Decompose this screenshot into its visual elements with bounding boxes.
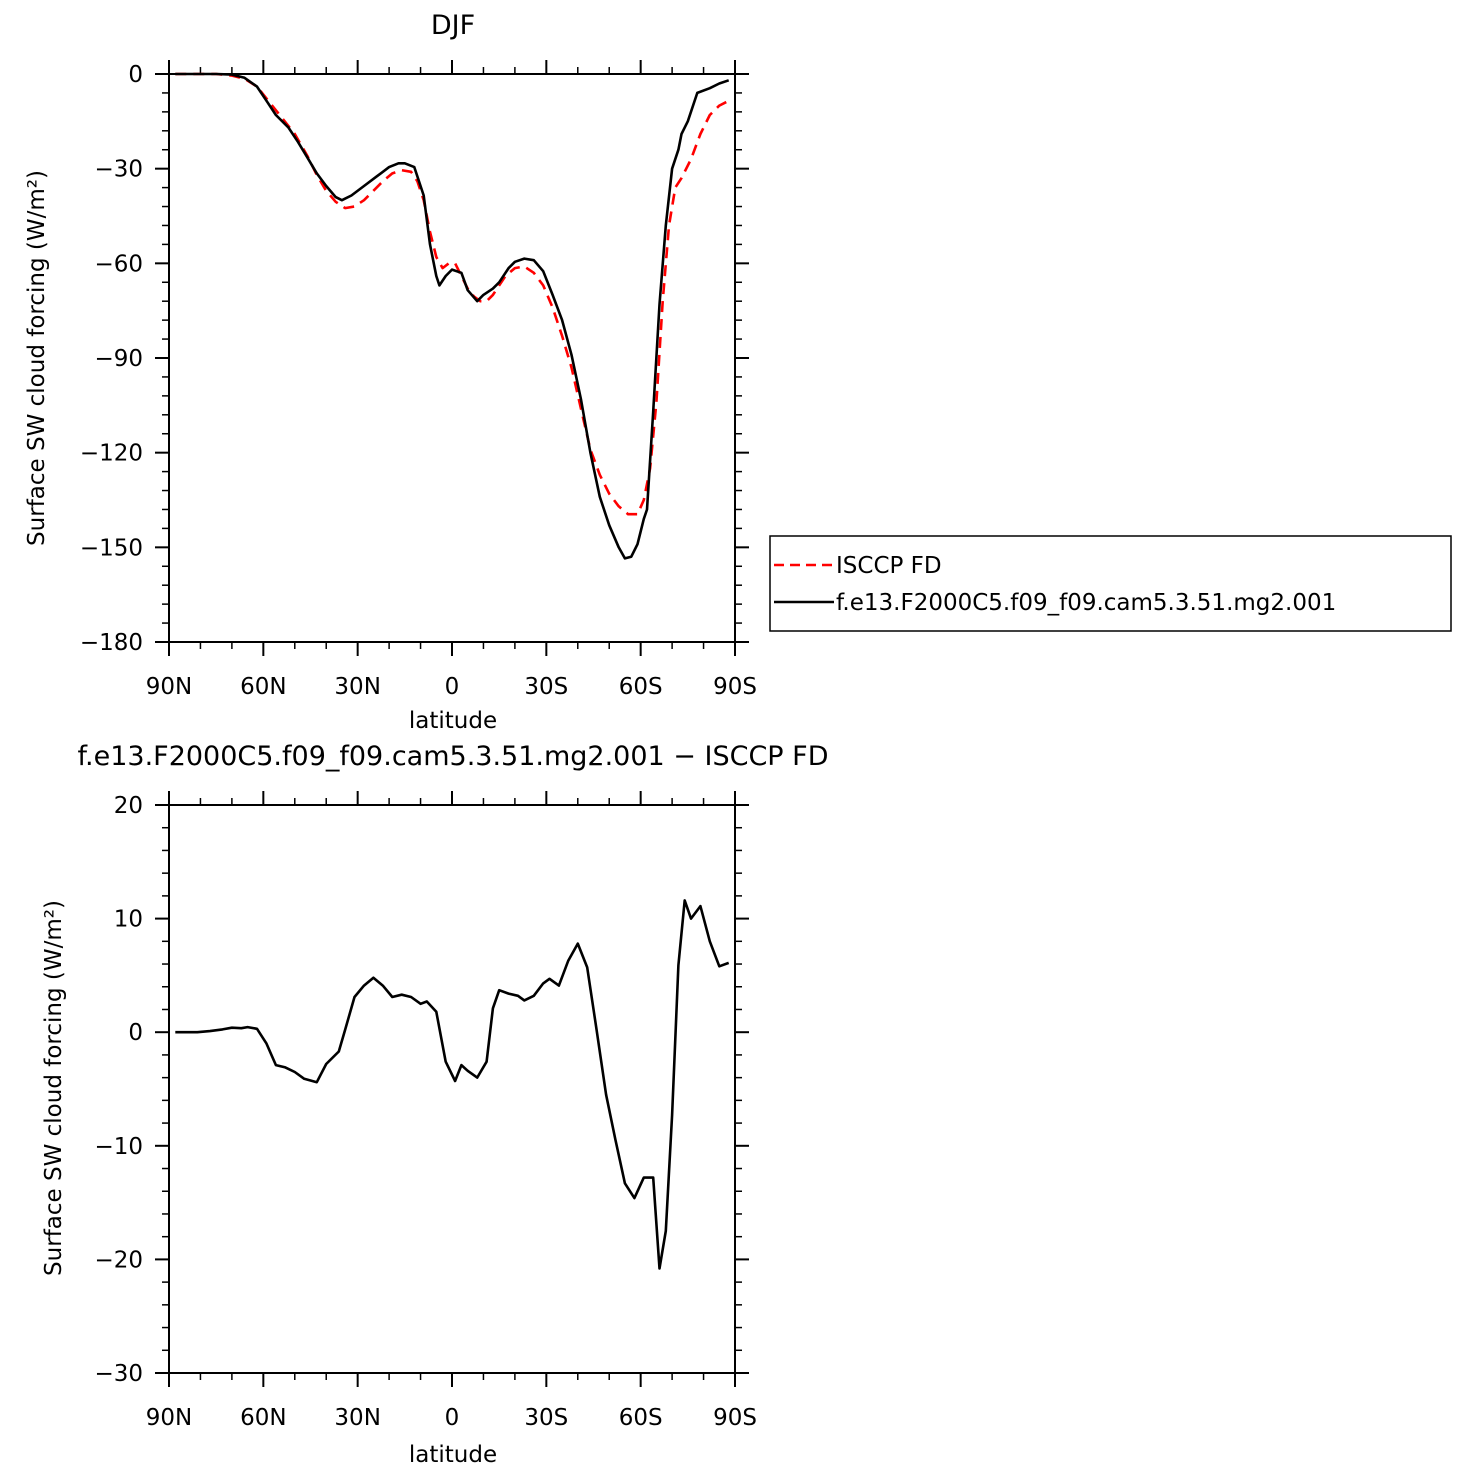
legend-label-model: f.e13.F2000C5.f09_f09.cam5.3.51.mg2.001 xyxy=(836,590,1336,616)
x-tick-label: 30S xyxy=(524,674,568,700)
tick-marks xyxy=(155,791,749,1387)
x-tick-label: 60S xyxy=(619,1405,663,1431)
y-tick-label: 0 xyxy=(128,1020,143,1046)
x-tick-label: 90N xyxy=(146,1405,192,1431)
x-tick-label: 90N xyxy=(146,674,192,700)
series-line-difference xyxy=(175,899,730,1270)
y-tick-label: 0 xyxy=(128,62,143,88)
x-axis-title: latitude xyxy=(409,1442,497,1468)
tick-marks xyxy=(155,60,749,656)
x-tick-labels: 90N 60N 30N 0 30S 60S 90S xyxy=(146,1405,757,1431)
x-tick-label: 60S xyxy=(619,674,663,700)
series-line-isccp xyxy=(175,72,730,516)
chart-title: f.e13.F2000C5.f09_f09.cam5.3.51.mg2.001 … xyxy=(77,741,828,772)
y-tick-label: −60 xyxy=(94,251,143,277)
y-tick-label: −180 xyxy=(80,630,143,656)
x-tick-label: 30N xyxy=(334,1405,380,1431)
legend: ISCCP FD f.e13.F2000C5.f09_f09.cam5.3.51… xyxy=(769,535,1452,632)
djf-panel: DJF Surface SW cloud forcing (W/m²) lati… xyxy=(24,10,1452,734)
x-tick-label: 0 xyxy=(445,1405,460,1431)
x-tick-label: 30S xyxy=(524,1405,568,1431)
series-layer xyxy=(175,72,730,560)
chart-title: DJF xyxy=(431,10,475,41)
x-tick-label: 90S xyxy=(713,674,757,700)
legend-label-isccp: ISCCP FD xyxy=(836,553,942,579)
plot-frame xyxy=(168,73,736,643)
series-line-model xyxy=(175,72,730,560)
x-tick-labels: 90N 60N 30N 0 30S 60S 90S xyxy=(146,674,757,700)
y-axis-title: Surface SW cloud forcing (W/m²) xyxy=(41,900,67,1276)
y-tick-label: −10 xyxy=(94,1134,143,1160)
y-tick-label: 20 xyxy=(114,793,143,819)
plot-frame xyxy=(168,804,736,1374)
series-layer xyxy=(175,899,730,1270)
y-tick-label: −120 xyxy=(80,441,143,467)
y-axis-title: Surface SW cloud forcing (W/m²) xyxy=(24,170,50,546)
y-tick-label: −30 xyxy=(94,157,143,183)
y-tick-labels: 0 −30 −60 −90 −120 −150 −180 xyxy=(80,62,143,656)
difference-panel: f.e13.F2000C5.f09_f09.cam5.3.51.mg2.001 … xyxy=(41,741,829,1468)
x-tick-label: 0 xyxy=(445,674,460,700)
x-tick-label: 60N xyxy=(240,1405,286,1431)
x-axis-title: latitude xyxy=(409,708,497,734)
y-tick-labels: 20 10 0 −10 −20 −30 xyxy=(94,793,143,1387)
x-tick-label: 60N xyxy=(240,674,286,700)
y-tick-label: −30 xyxy=(94,1361,143,1387)
legend-box xyxy=(769,535,1452,632)
y-tick-label: −150 xyxy=(80,535,143,561)
y-tick-label: −90 xyxy=(94,346,143,372)
x-tick-label: 30N xyxy=(334,674,380,700)
y-tick-label: −20 xyxy=(94,1247,143,1273)
y-tick-label: 10 xyxy=(114,907,143,933)
x-tick-label: 90S xyxy=(713,1405,757,1431)
